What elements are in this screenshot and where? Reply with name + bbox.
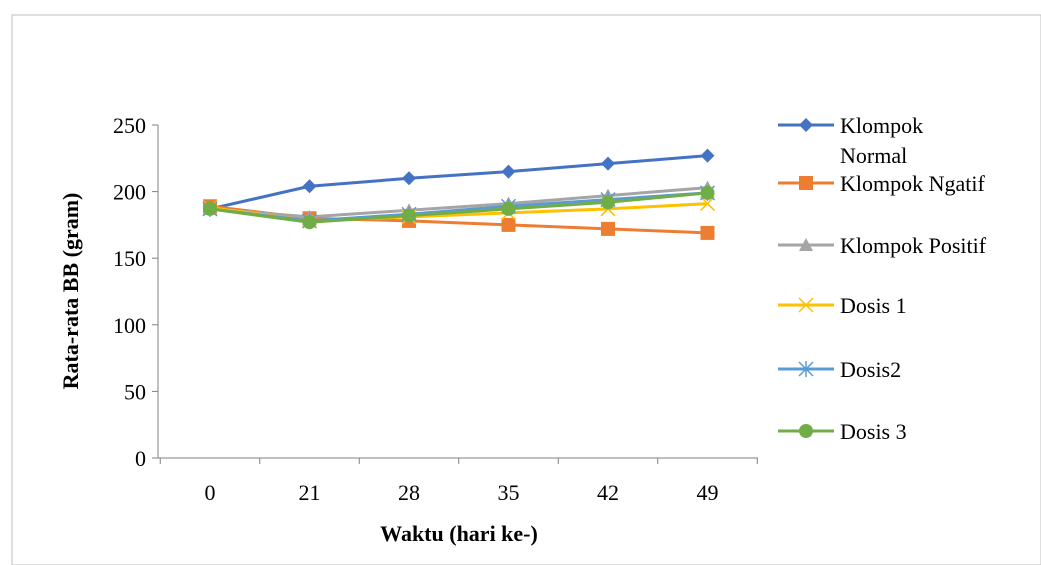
legend-entry: Dosis 3: [778, 419, 907, 444]
data-point: [700, 148, 715, 163]
y-axis-title: Rata-rata BB (gram): [58, 193, 83, 390]
legend-marker: [799, 118, 813, 132]
chart-border: [11, 14, 1041, 565]
legend-label: Klompok Positif: [840, 233, 987, 258]
legend-label: Klompok Normal: [840, 113, 923, 168]
legend-marker: [798, 297, 814, 313]
data-point: [203, 201, 217, 216]
series-line: [209, 186, 708, 219]
legend-marker: [799, 176, 813, 190]
y-tick-label: 250: [113, 113, 146, 138]
data-point: [501, 217, 516, 232]
x-tick-label: 0: [205, 480, 216, 505]
data-point: [302, 215, 317, 230]
legend-entry: Klompok Positif: [778, 233, 987, 258]
data-point: [601, 156, 615, 171]
data-point: [601, 221, 615, 236]
legend-marker: [799, 238, 813, 251]
legend-label: Dosis 3: [840, 419, 907, 444]
data-point: [700, 185, 715, 200]
data-point: [302, 179, 317, 194]
y-tick-label: 200: [113, 180, 146, 205]
data-point: [699, 196, 716, 212]
x-tick-label: 49: [697, 480, 719, 505]
legend-entry: Dosis2: [778, 357, 901, 382]
legend-entry: Dosis 1: [778, 293, 907, 318]
y-tick-label: 0: [135, 446, 146, 471]
series-line: [209, 154, 708, 211]
data-point: [601, 195, 615, 210]
y-tick-label: 50: [124, 379, 146, 404]
legend-label: Dosis2: [840, 357, 901, 382]
series-line: [209, 191, 708, 224]
y-tick-label: 100: [113, 313, 146, 338]
data-point: [700, 225, 715, 240]
data-point: [402, 171, 416, 186]
data-point: [402, 208, 416, 223]
x-tick-label: 28: [398, 480, 420, 505]
legend-marker: [799, 424, 813, 438]
y-tick-label: 150: [113, 246, 146, 271]
legend-label: Klompok Ngatif: [840, 171, 985, 196]
data-point: [501, 201, 516, 216]
x-tick-label: 35: [498, 480, 520, 505]
series-6: [203, 185, 715, 230]
x-axis-title: Waktu (hari ke-): [380, 521, 538, 546]
legend-entry: Klompok Ngatif: [778, 171, 985, 196]
x-tick-label: 42: [597, 480, 619, 505]
legend-entry: Klompok Normal: [778, 113, 923, 168]
data-point: [501, 164, 516, 179]
legend-marker: [798, 361, 814, 377]
x-tick-label: 21: [299, 480, 321, 505]
legend-label: Dosis 1: [840, 293, 907, 318]
